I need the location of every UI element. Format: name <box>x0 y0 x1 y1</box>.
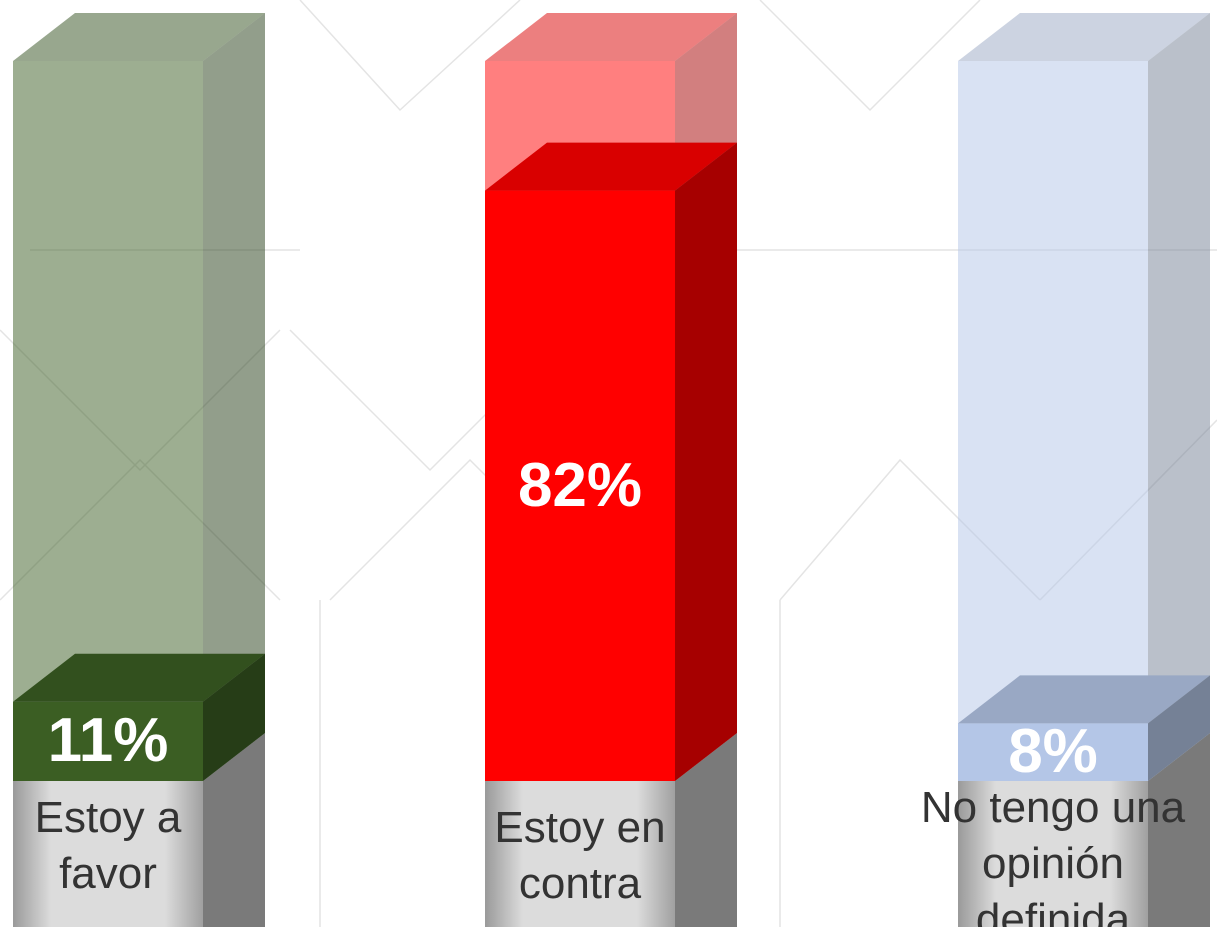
category-label: Estoy a favor <box>34 793 182 898</box>
bar-side <box>1148 675 1210 781</box>
pedestal-side <box>203 733 265 927</box>
bar-top <box>13 653 265 702</box>
ghost-column-top <box>958 13 1210 61</box>
bar-front <box>13 701 203 781</box>
bar-side <box>675 142 737 782</box>
pedestal-side <box>1148 733 1210 927</box>
value-label: 8% <box>1008 717 1098 787</box>
ghost-column-side <box>1148 13 1210 781</box>
category-label: Estoy en contra <box>494 803 666 908</box>
pedestal-side <box>675 733 737 927</box>
ghost-column-top <box>485 13 737 61</box>
pedestal-front <box>485 781 675 927</box>
ghost-column-side <box>203 13 265 781</box>
bar-front <box>485 190 675 782</box>
pedestal-front <box>958 781 1148 927</box>
category-label: No tengo una opinión definida <box>920 783 1186 927</box>
ghost-column-front <box>958 61 1148 781</box>
value-label: 11% <box>47 706 169 776</box>
bar-front <box>958 723 1148 781</box>
bar-top <box>958 675 1210 724</box>
bar-side <box>203 653 265 781</box>
pedestal-front <box>13 781 203 927</box>
bar-top <box>485 142 737 191</box>
value-label: 82% <box>517 450 643 520</box>
ghost-column-top <box>13 13 265 61</box>
